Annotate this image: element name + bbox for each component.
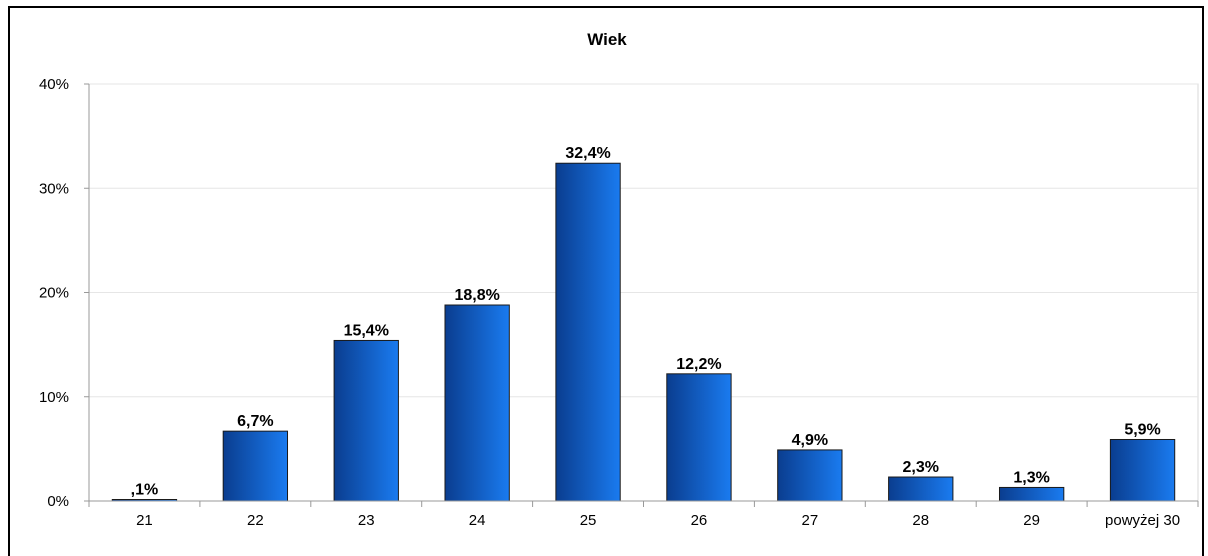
- bar: [777, 449, 843, 502]
- x-tick-label: 21: [136, 512, 153, 529]
- data-label: ,1%: [131, 482, 159, 499]
- data-label: 32,4%: [565, 145, 610, 162]
- bar: [555, 162, 621, 502]
- bar: [333, 339, 399, 502]
- data-label: 12,2%: [676, 356, 721, 373]
- data-label: 15,4%: [344, 322, 389, 339]
- chart-frame: [8, 6, 1204, 556]
- data-label: 2,3%: [903, 459, 939, 476]
- y-tick-label: 40%: [39, 76, 69, 93]
- bar: [1109, 438, 1176, 502]
- x-tick-label: 23: [358, 512, 375, 529]
- data-label: 18,8%: [454, 287, 499, 304]
- x-tick-label: 28: [912, 512, 929, 529]
- bar: [888, 476, 954, 502]
- y-tick-label: 20%: [39, 285, 69, 302]
- x-tick-label: 29: [1023, 512, 1040, 529]
- data-label: 6,7%: [237, 413, 273, 430]
- bar: [222, 430, 289, 502]
- data-label: 5,9%: [1124, 421, 1160, 438]
- bar: [998, 486, 1065, 502]
- data-label: 4,9%: [792, 432, 828, 449]
- x-tick-label: powyżej 30: [1105, 512, 1180, 529]
- bar: [444, 304, 510, 502]
- bar: [666, 373, 732, 502]
- bar-chart: Wiek 0% 10% 20% 30% 40% 21 ,1% 22 6,7% 23 15,4% 24…: [39, 30, 1199, 529]
- x-tick-label: 27: [802, 512, 819, 529]
- y-tick-label: 30%: [39, 180, 69, 197]
- x-tick-label: 22: [247, 512, 264, 529]
- chart-title: Wiek: [587, 30, 627, 49]
- y-tick-label: 0%: [47, 493, 69, 510]
- y-tick-label: 10%: [39, 389, 69, 406]
- x-tick-label: 26: [691, 512, 708, 529]
- data-label: 1,3%: [1013, 469, 1049, 486]
- x-tick-label: 24: [469, 512, 486, 529]
- x-tick-label: 25: [580, 512, 597, 529]
